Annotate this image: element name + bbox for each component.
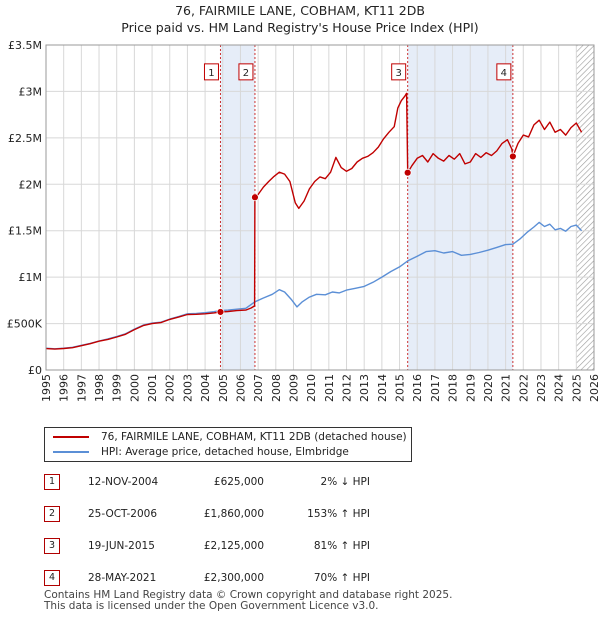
chart-subtitle: Price paid vs. HM Land Registry's House … bbox=[121, 20, 479, 35]
x-tick-label: 2014 bbox=[376, 374, 389, 402]
sale-marker-box bbox=[203, 63, 219, 81]
sale-marker-label: 4 bbox=[501, 68, 507, 79]
sale-hpi-change: 81% ↑ HPI bbox=[313, 540, 370, 552]
x-tick-label: 2001 bbox=[146, 374, 159, 402]
x-tick-label: 2000 bbox=[128, 374, 141, 402]
sale-hpi-change: 70% ↑ HPI bbox=[313, 572, 370, 584]
x-tick-label: 2018 bbox=[447, 374, 460, 402]
sale-marker-point bbox=[251, 193, 259, 202]
x-tick-label: 2021 bbox=[500, 374, 513, 402]
legend-label-hpi: HPI: Average price, detached house, Elmb… bbox=[101, 446, 349, 458]
sale-marker-box bbox=[238, 63, 254, 81]
x-tick-label: 2026 bbox=[588, 374, 600, 402]
x-tick-label: 2017 bbox=[429, 374, 442, 402]
x-tick-label: 2005 bbox=[217, 374, 230, 402]
ownership-shade bbox=[220, 45, 255, 370]
x-tick-label: 2011 bbox=[323, 374, 336, 402]
sale-date: 28-MAY-2021 bbox=[88, 572, 157, 584]
sale-number-badge: 3 bbox=[44, 538, 60, 554]
x-tick-label: 2009 bbox=[287, 374, 300, 402]
x-tick-label: 2015 bbox=[394, 374, 407, 402]
legend-swatch-hpi bbox=[53, 451, 89, 453]
sale-marker-label: 2 bbox=[243, 68, 249, 79]
price-chart: £0 £500K £1M £1.5M £2M £2.5M £3M £3.5M 1995 1996 1… bbox=[7, 39, 600, 402]
sale-marker-point bbox=[403, 168, 412, 177]
y-tick-label: £500K bbox=[7, 318, 43, 331]
footer-line-copyright: Contains HM Land Registry data © Crown c… bbox=[44, 589, 453, 601]
x-tick-label: 1996 bbox=[58, 374, 71, 402]
sale-number-badge: 2 bbox=[44, 506, 60, 522]
x-tick-label: 1998 bbox=[93, 374, 106, 402]
x-tick-label: 2006 bbox=[234, 374, 247, 402]
sale-marker-label: 3 bbox=[395, 68, 401, 79]
x-tick-label: 2004 bbox=[199, 374, 212, 402]
legend-swatch-property bbox=[53, 436, 89, 438]
y-tick-label: £3M bbox=[19, 85, 43, 98]
table-row: 1 12-NOV-2004 £625,000 2% ↓ HPI bbox=[44, 474, 564, 492]
x-tick-label: 2002 bbox=[164, 374, 177, 402]
sale-date: 25-OCT-2006 bbox=[88, 508, 157, 520]
sale-hpi-change: 153% ↑ HPI bbox=[307, 508, 370, 520]
y-tick-label: £2.5M bbox=[8, 132, 42, 145]
x-tick-label: 2023 bbox=[535, 374, 548, 402]
y-tick-label: £1.5M bbox=[8, 225, 42, 238]
table-row: 4 28-MAY-2021 £2,300,000 70% ↑ HPI bbox=[44, 570, 564, 588]
x-tick-label: 2007 bbox=[252, 374, 265, 402]
chart-title: 76, FAIRMILE LANE, COBHAM, KT11 2DB bbox=[175, 3, 425, 18]
x-tick-label: 2025 bbox=[570, 374, 583, 402]
x-tick-label: 2010 bbox=[305, 374, 318, 402]
table-row: 2 25-OCT-2006 £1,860,000 153% ↑ HPI bbox=[44, 506, 564, 524]
sale-marker-point bbox=[216, 308, 225, 316]
x-tick-label: 2020 bbox=[482, 374, 495, 402]
y-tick-label: £1M bbox=[19, 271, 43, 284]
sale-date: 12-NOV-2004 bbox=[88, 476, 159, 488]
x-tick-label: 2016 bbox=[411, 374, 424, 402]
table-row: 3 19-JUN-2015 £2,125,000 81% ↑ HPI bbox=[44, 538, 564, 556]
footer-line-licence: This data is licensed under the Open Gov… bbox=[44, 600, 379, 612]
hatched-region bbox=[576, 45, 594, 370]
sale-date: 19-JUN-2015 bbox=[88, 540, 155, 552]
sale-price: £1,860,000 bbox=[203, 508, 264, 520]
y-tick-label: £2M bbox=[19, 178, 43, 191]
footer-attribution: Contains HM Land Registry data © Crown c… bbox=[44, 590, 452, 612]
legend-item-property: 76, FAIRMILE LANE, COBHAM, KT11 2DB (det… bbox=[53, 430, 407, 444]
legend-item-hpi: HPI: Average price, detached house, Elmb… bbox=[53, 445, 349, 459]
x-tick-label: 2013 bbox=[358, 374, 371, 402]
property-series-line bbox=[45, 92, 583, 350]
x-tick-label: 1999 bbox=[111, 374, 124, 402]
sale-number-badge: 4 bbox=[44, 570, 60, 586]
sale-marker-box bbox=[496, 63, 512, 81]
x-tick-label: 2008 bbox=[270, 374, 283, 402]
sale-price: £625,000 bbox=[213, 476, 264, 488]
sale-marker-point bbox=[508, 152, 517, 161]
x-tick-label: 1995 bbox=[40, 374, 53, 402]
sale-marker-label: 1 bbox=[208, 68, 214, 79]
y-tick-label: £0 bbox=[28, 364, 42, 377]
y-tick-label: £3.5M bbox=[8, 39, 42, 52]
x-tick-label: 2024 bbox=[553, 374, 566, 402]
x-tick-label: 2012 bbox=[341, 374, 354, 402]
legend: 76, FAIRMILE LANE, COBHAM, KT11 2DB (det… bbox=[44, 427, 412, 462]
x-tick-label: 1997 bbox=[75, 374, 88, 402]
sale-hpi-change: 2% ↓ HPI bbox=[320, 476, 370, 488]
x-tick-label: 2003 bbox=[181, 374, 194, 402]
sale-marker-box bbox=[391, 63, 407, 81]
x-tick-label: 2019 bbox=[464, 374, 477, 402]
sale-price: £2,300,000 bbox=[203, 572, 264, 584]
x-tick-label: 2022 bbox=[517, 374, 530, 402]
sale-price: £2,125,000 bbox=[203, 540, 264, 552]
legend-label-property: 76, FAIRMILE LANE, COBHAM, KT11 2DB (det… bbox=[101, 431, 407, 443]
ownership-shade bbox=[407, 45, 513, 370]
sale-number-badge: 1 bbox=[44, 474, 60, 490]
plot-border bbox=[45, 44, 595, 371]
